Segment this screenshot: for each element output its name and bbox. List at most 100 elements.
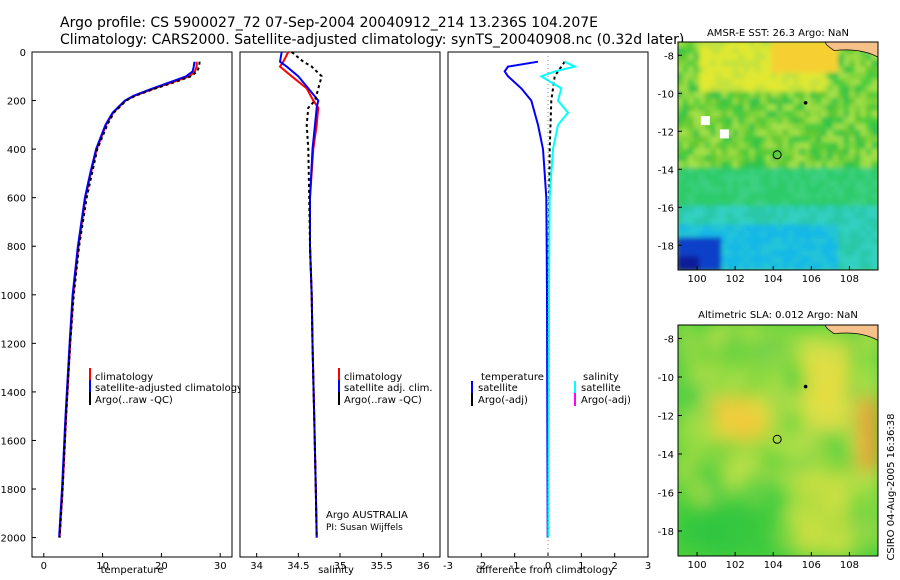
map-cell xyxy=(795,345,807,358)
map-cell xyxy=(754,142,763,151)
map-cell xyxy=(871,123,878,132)
map-cell xyxy=(767,502,779,515)
map-cell xyxy=(727,256,735,265)
map-cell xyxy=(871,243,878,252)
map-cell xyxy=(843,123,852,132)
map-cell xyxy=(804,129,813,138)
map-cell xyxy=(699,167,707,176)
map-cell xyxy=(758,534,770,547)
map-cell xyxy=(740,492,752,505)
map-cell xyxy=(849,98,857,107)
map-cell xyxy=(732,66,741,75)
map-cell xyxy=(704,47,713,56)
map-cell xyxy=(731,376,743,389)
map-cell xyxy=(699,243,707,252)
x-tick-label: -2 xyxy=(476,561,486,572)
map-cell xyxy=(732,180,741,189)
map-cell xyxy=(678,387,689,400)
map-cell xyxy=(722,334,734,347)
map-cell xyxy=(786,355,798,368)
map-cell xyxy=(682,72,691,81)
map-cell xyxy=(782,231,791,240)
map-cell xyxy=(804,72,813,81)
map-cell xyxy=(699,53,707,62)
y-tick-label: 1800 xyxy=(1,485,26,496)
map-cell xyxy=(831,345,843,358)
map-cell xyxy=(721,161,729,170)
map-cell xyxy=(860,212,868,221)
map-cell xyxy=(727,186,735,195)
map-cell xyxy=(721,193,729,202)
map-cell xyxy=(821,205,829,214)
map-cell xyxy=(849,104,857,113)
map-cell xyxy=(732,72,741,81)
map-cell xyxy=(715,262,724,270)
map-cell xyxy=(715,142,724,151)
map-cell xyxy=(793,250,802,259)
map-cell xyxy=(715,250,724,259)
map-cell xyxy=(810,42,818,50)
map-cell xyxy=(722,418,734,431)
map-cell xyxy=(678,397,689,410)
map-cell xyxy=(727,243,735,252)
map-cell xyxy=(693,72,702,81)
map-cell xyxy=(678,439,689,452)
map-cell xyxy=(804,212,813,221)
map-cell xyxy=(849,193,857,202)
map-cell xyxy=(849,186,857,195)
map-cell xyxy=(799,224,807,233)
map-cell xyxy=(688,180,696,189)
map-cell xyxy=(865,243,874,252)
map-cell xyxy=(721,256,729,265)
map-cell xyxy=(754,53,763,62)
map-cell xyxy=(688,174,696,183)
map-cell xyxy=(760,110,768,119)
map-cell xyxy=(682,262,691,270)
map-cell xyxy=(715,60,724,69)
map-cell xyxy=(704,544,716,556)
map-cell xyxy=(732,142,741,151)
map-cell xyxy=(821,60,829,69)
map-cell xyxy=(715,193,724,202)
map-cell xyxy=(867,334,878,347)
map-cell xyxy=(695,523,707,536)
map-cell xyxy=(686,534,698,547)
map-cell xyxy=(686,345,698,358)
map-cell xyxy=(743,237,752,246)
map-cell xyxy=(749,155,757,164)
map-cell xyxy=(858,439,870,452)
map-cell xyxy=(821,47,829,56)
map-cell xyxy=(843,167,852,176)
map-cell xyxy=(678,142,685,151)
map-cell xyxy=(777,439,789,452)
legend-label-temp-satellite: satellite xyxy=(478,383,518,394)
map-cell xyxy=(782,167,791,176)
map-cell xyxy=(832,123,841,132)
map-cell xyxy=(727,136,735,145)
map-cell xyxy=(788,186,796,195)
missing-data-cell xyxy=(700,116,710,126)
map-cell xyxy=(777,334,789,347)
map-cell xyxy=(854,98,863,107)
map-cell xyxy=(777,199,785,208)
map-cell xyxy=(731,439,743,452)
map-cell xyxy=(810,161,818,170)
map-cell xyxy=(849,224,857,233)
land-mass xyxy=(825,325,878,341)
map-cell xyxy=(832,212,841,221)
map-cell xyxy=(849,513,861,526)
map-cell xyxy=(786,429,798,442)
map-cell xyxy=(793,212,802,221)
map-cell xyxy=(710,123,718,132)
map-cell xyxy=(740,544,752,556)
map-cell xyxy=(749,142,757,151)
map-cell xyxy=(749,72,757,81)
map-cell xyxy=(760,231,768,240)
map-cell xyxy=(688,66,696,75)
x-tick-label: 10 xyxy=(96,561,109,572)
map-cell xyxy=(777,218,785,227)
map-cell xyxy=(743,123,752,132)
map-cell xyxy=(704,481,716,494)
map-cell xyxy=(695,534,707,547)
map-cell xyxy=(838,110,846,119)
